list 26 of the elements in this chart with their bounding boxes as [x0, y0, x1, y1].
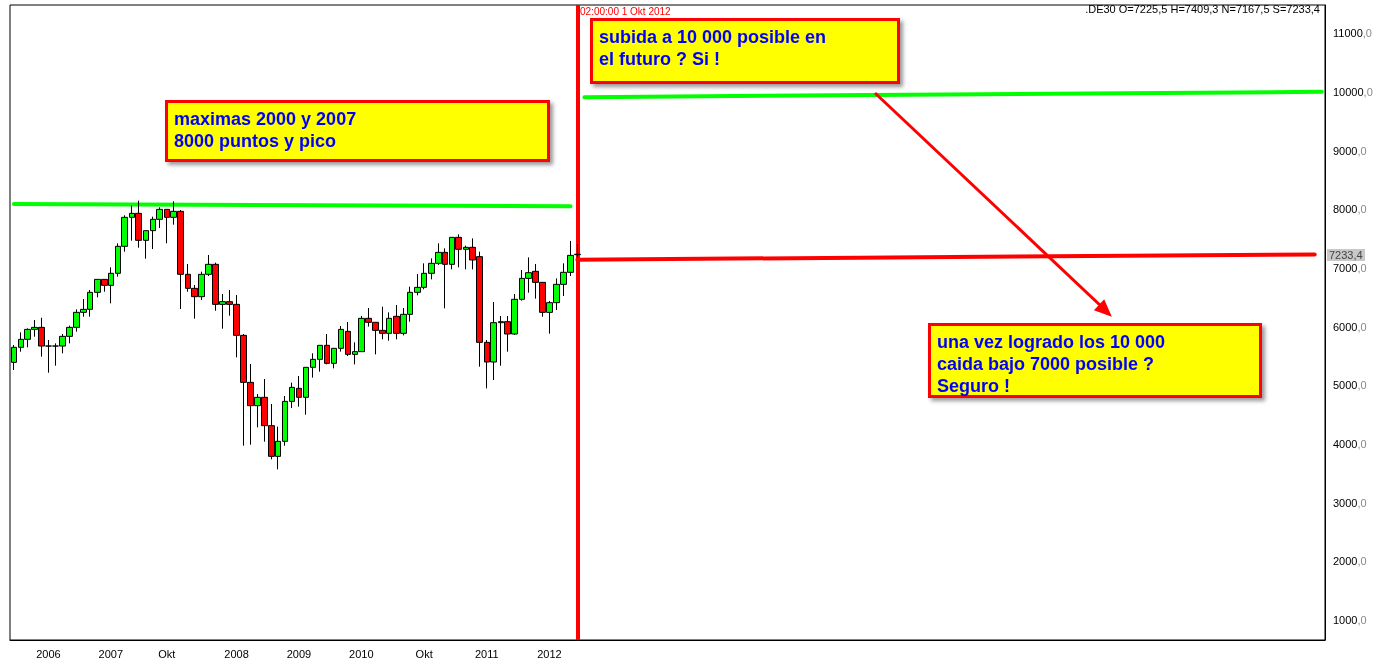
y-tick-label: 8000,0	[1333, 203, 1367, 216]
text: 7233,4	[1327, 249, 1365, 261]
y-tick-label: 5000,0	[1333, 379, 1367, 392]
y-tick-label: 10000,0	[1333, 85, 1373, 98]
x-tick-label: 2012	[537, 647, 562, 660]
x-tick-label: 2009	[286, 647, 312, 660]
x-tick-label: Okt	[415, 647, 433, 660]
callout-box: subida a 10 000 posible en el futuro ? Si !	[590, 18, 900, 84]
y-tick-label: 2000,0	[1333, 555, 1367, 568]
y-tick-label: 9000,0	[1333, 144, 1367, 157]
annotation: .DE30 O=7225,5 H=7409,3 N=7167,5 S=7233,4	[1085, 3, 1320, 15]
x-tick-label: 2006	[36, 647, 61, 660]
y-tick-label: 4000,0	[1333, 437, 1367, 450]
x-tick-label: Okt	[158, 647, 176, 660]
callout-box: una vez logrado los 10 000 caida bajo 7000 posible ? Seguro !	[928, 323, 1262, 398]
y-tick-label: 7000,0	[1333, 261, 1367, 274]
x-tick-label: 2007	[98, 647, 124, 660]
x-tick-label: 2010	[349, 647, 374, 660]
y-tick-label: 1000,0	[1333, 614, 1367, 627]
y-tick-label: 6000,0	[1333, 320, 1367, 333]
x-tick-label: 2011	[474, 647, 499, 660]
ref-line-label: 02:00:00 1 Okt 2012	[580, 5, 672, 17]
callout-box: maximas 2000 y 2007 8000 puntos y pico	[165, 100, 550, 162]
y-tick-label: 3000,0	[1333, 496, 1367, 509]
x-tick-label: 2008	[224, 647, 249, 660]
y-tick-label: 11000,0	[1333, 27, 1372, 40]
